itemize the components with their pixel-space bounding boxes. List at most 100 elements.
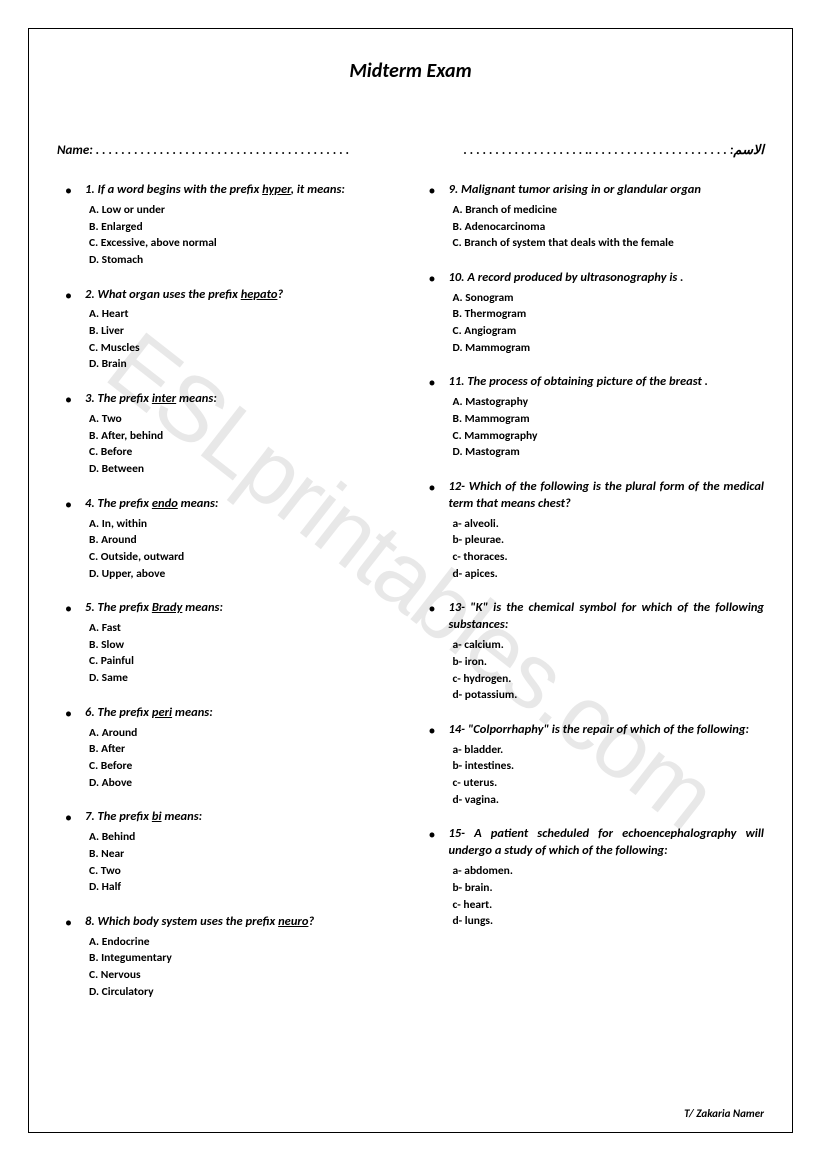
option: c- heart. [453, 897, 765, 914]
question-text-post: ? [277, 287, 283, 302]
question: 7. The prefix bi means: A. BehindB. NearC… [57, 809, 401, 896]
option: D. Above [89, 775, 401, 792]
option: B. Adenocarcinoma [453, 219, 765, 236]
question-text-post: means: [182, 600, 223, 615]
option: B. After [89, 741, 401, 758]
option: A. Around [89, 725, 401, 742]
question-text: 4. The prefix endo means: [85, 496, 401, 513]
question-text-post: , it means: [291, 182, 345, 197]
option: b- brain. [453, 880, 765, 897]
question-text: 7. The prefix bi means: [85, 809, 401, 826]
question: 8. Which body system uses the prefix neu… [57, 914, 401, 1001]
question-underline: hyper [262, 182, 291, 197]
question-text-pre: "Colporrhaphy" is the repair of which of… [468, 722, 749, 737]
option: D. Circulatory [89, 984, 401, 1001]
option: d- vagina. [453, 792, 765, 809]
option: B. Slow [89, 637, 401, 654]
question-text: 5. The prefix Brady means: [85, 600, 401, 617]
question-underline: peri [152, 705, 172, 720]
left-column: 1. If a word begins with the prefix hype… [57, 182, 401, 1019]
options-list: a- abdomen.b- brain.c- heart.d- lungs. [449, 863, 765, 930]
question-text: 11. The process of obtaining picture of … [449, 374, 765, 391]
question-number: 4. [85, 496, 98, 511]
question-text: 1. If a word begins with the prefix hype… [85, 182, 401, 199]
question-text-pre: Malignant tumor arising in or glandular … [461, 182, 701, 197]
question: 14- "Colporrhaphy" is the repair of whic… [421, 722, 765, 809]
question: 11. The process of obtaining picture of … [421, 374, 765, 461]
option: C. Branch of system that deals with the … [453, 235, 765, 252]
options-list: A. BehindB. NearC. TwoD. Half [85, 829, 401, 896]
option: D. Same [89, 670, 401, 687]
option: a- bladder. [453, 742, 765, 759]
question-number: 8. [85, 914, 98, 929]
question-number: 15- [449, 826, 475, 841]
right-column: 9. Malignant tumor arising in or glandul… [421, 182, 765, 1019]
option: D. Upper, above [89, 566, 401, 583]
question-text-pre: If a word begins with the prefix [98, 182, 263, 197]
option: A. Fast [89, 620, 401, 637]
question-number: 14- [449, 722, 468, 737]
question-text: 8. Which body system uses the prefix neu… [85, 914, 401, 931]
option: b- intestines. [453, 758, 765, 775]
question: 5. The prefix Brady means: A. FastB. Slow… [57, 600, 401, 687]
question-text: 9. Malignant tumor arising in or glandul… [449, 182, 765, 199]
question-number: 10. [449, 270, 468, 285]
option: A. Low or under [89, 202, 401, 219]
option: B. Around [89, 532, 401, 549]
option: C. Outside, outward [89, 549, 401, 566]
question-text-post: ? [308, 914, 314, 929]
option: C. Mammography [453, 428, 765, 445]
question-text: 3. The prefix inter means: [85, 391, 401, 408]
question-text-pre: A patient scheduled for echoencephalogra… [449, 826, 765, 858]
option: A. In, within [89, 516, 401, 533]
option: D. Stomach [89, 252, 401, 269]
option: c- hydrogen. [453, 671, 765, 688]
columns: 1. If a word begins with the prefix hype… [57, 182, 764, 1019]
option: C. Painful [89, 653, 401, 670]
options-list: A. EndocrineB. IntegumentaryC. NervousD.… [85, 934, 401, 1001]
question: 2. What organ uses the prefix hepato?A. … [57, 287, 401, 374]
option: C. Before [89, 444, 401, 461]
question: 9. Malignant tumor arising in or glandul… [421, 182, 765, 252]
question-underline: hepato [241, 287, 278, 302]
option: D. Brain [89, 356, 401, 373]
option: A. Mastography [453, 394, 765, 411]
question-number: 11. [449, 374, 468, 389]
question: 13- "K" is the chemical symbol for which… [421, 600, 765, 703]
options-list: a- bladder.b- intestines.c- uterus.d- va… [449, 742, 765, 809]
name-label: Name: . . . . . . . . . . . . . . . . . … [57, 143, 349, 158]
option: B. Mammogram [453, 411, 765, 428]
option: A. Sonogram [453, 290, 765, 307]
question: 12- Which of the following is the plural… [421, 479, 765, 582]
option: C. Excessive, above normal [89, 235, 401, 252]
question-text-post: means: [162, 809, 203, 824]
option: D. Half [89, 879, 401, 896]
page-title: Midterm Exam [57, 59, 764, 83]
option: B. Near [89, 846, 401, 863]
question-number: 6. [85, 705, 98, 720]
option: A. Behind [89, 829, 401, 846]
question-text-pre: Which body system uses the prefix [98, 914, 279, 929]
option: A. Branch of medicine [453, 202, 765, 219]
option: B. Thermogram [453, 306, 765, 323]
option: C. Nervous [89, 967, 401, 984]
question-text: 6. The prefix peri means: [85, 705, 401, 722]
option: b- iron. [453, 654, 765, 671]
options-list: A. Branch of medicineB. AdenocarcinomaC.… [449, 202, 765, 252]
question-text-pre: The process of obtaining picture of the … [467, 374, 708, 389]
question-number: 12- [449, 479, 469, 494]
options-list: A. SonogramB. ThermogramC. AngiogramD. M… [449, 290, 765, 357]
option: A. Endocrine [89, 934, 401, 951]
footer-credit: T/ Zakaria Namer [684, 1107, 764, 1120]
option: d- apices. [453, 566, 765, 583]
option: a- abdomen. [453, 863, 765, 880]
question-number: 2. [85, 287, 98, 302]
option: a- calcium. [453, 637, 765, 654]
question-number: 3. [85, 391, 98, 406]
question-number: 5. [85, 600, 98, 615]
question-text: 14- "Colporrhaphy" is the repair of whic… [449, 722, 765, 739]
options-list: A. FastB. SlowC. PainfulD. Same [85, 620, 401, 687]
question-text-pre: The prefix [98, 809, 152, 824]
question: 15- A patient scheduled for echoencephal… [421, 826, 765, 929]
name-row: Name: . . . . . . . . . . . . . . . . . … [57, 143, 764, 158]
